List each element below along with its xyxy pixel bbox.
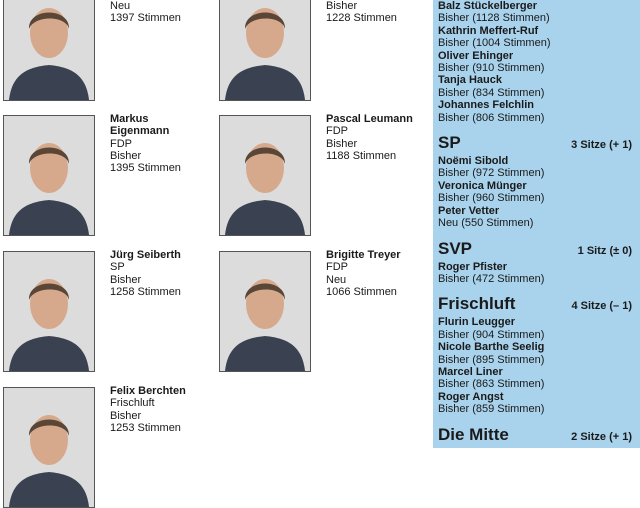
party-header: SP 3 Sitze (+ 1) <box>438 133 632 155</box>
member-name: Roger Angst <box>438 390 504 403</box>
candidate-name: Pascal Leumann <box>326 113 413 125</box>
candidate-info: FDP <box>110 137 132 150</box>
candidate-card: Felix Berchten Frischluft Bisher 1253 Stimm… <box>110 385 215 434</box>
portrait-placeholder <box>220 252 310 371</box>
candidate-photo <box>219 115 311 236</box>
candidate-info: Neu <box>110 0 131 12</box>
candidate-info: Frischluft <box>110 397 155 410</box>
candidate-card: Markus Eigenmann FDP Bisher 1395 Stimmen <box>110 113 215 174</box>
party-seats: 4 Sitze (– 1) <box>571 300 632 313</box>
member-name: Balz Stückelberger <box>438 0 538 12</box>
member-detail: Bisher (1004 Stimmen) <box>438 37 551 50</box>
candidate-name: Markus <box>110 113 149 125</box>
candidate-info: SP <box>110 261 125 274</box>
candidate-card: Brigitte Treyer FDP Neu 1066 Stimmen <box>326 249 431 298</box>
member-name: Peter Vetter <box>438 204 500 217</box>
party-header: SVP 1 Sitz (± 0) <box>438 238 632 261</box>
candidate-info: Bisher <box>326 137 358 150</box>
candidate-info: 1066 Stimmen <box>326 285 397 298</box>
candidate-name: Brigitte Treyer <box>326 249 401 261</box>
member-name: Oliver Ehinger <box>438 49 514 62</box>
candidate-info: 1258 Stimmen <box>110 285 181 298</box>
member-name: Roger Pfister <box>438 260 508 273</box>
member-name: Flurin Leugger <box>438 316 515 329</box>
candidate-name: Felix Berchten <box>110 385 186 397</box>
party-seats: 3 Sitze (+ 1) <box>571 139 632 152</box>
candidate-info: 1228 Stimmen <box>326 12 397 25</box>
candidate-photo <box>219 251 311 372</box>
member-detail: Bisher (1128 Stimmen) <box>438 12 550 25</box>
member-name: Veronica Münger <box>438 179 527 192</box>
candidate-card: Jürg Seiberth SP Bisher 1258 Stimmen <box>110 249 215 298</box>
candidate-card: Pascal Leumann FDP Bisher 1188 Stimmen <box>326 113 431 162</box>
member-detail: Bisher (910 Stimmen) <box>438 62 545 75</box>
member-detail: Bisher (806 Stimmen) <box>438 111 545 124</box>
candidate-photo <box>219 0 311 101</box>
candidate-card: Bisher 1228 Stimmen <box>326 0 431 25</box>
portrait-placeholder <box>4 116 94 235</box>
party-name: Die Mitte <box>438 424 509 444</box>
member-name: Marcel Liner <box>438 365 503 378</box>
member-detail: Bisher (972 Stimmen) <box>438 167 545 180</box>
member-name: Johannes Felchlin <box>438 99 534 112</box>
portrait-placeholder <box>4 252 94 371</box>
candidate-info: Bisher <box>110 149 142 162</box>
party-name: SVP <box>438 238 473 258</box>
member-detail: Bisher (834 Stimmen) <box>438 86 545 99</box>
member-detail: Bisher (863 Stimmen) <box>438 378 545 391</box>
party-name: SP <box>438 133 461 153</box>
portrait-placeholder <box>4 0 94 100</box>
party-name: Frischluft <box>438 294 516 314</box>
party-header: Frischluft 4 Sitze (– 1) <box>438 294 632 316</box>
candidate-name: Eigenmann <box>110 125 170 138</box>
candidate-info: 1397 Stimmen <box>110 12 181 25</box>
results-sidebar: Balz Stückelberger Bisher (1128 Stimmen) K… <box>433 0 640 448</box>
candidate-info: FDP <box>326 261 348 274</box>
candidate-photo <box>3 115 95 236</box>
candidate-info: Bisher <box>326 0 358 12</box>
member-detail: Neu (550 Stimmen) <box>438 217 534 230</box>
member-name: Tanja Hauck <box>438 74 502 87</box>
party-seats: 1 Sitz (± 0) <box>577 244 632 257</box>
member-detail: Bisher (472 Stimmen) <box>438 272 545 285</box>
member-detail: Bisher (960 Stimmen) <box>438 192 545 205</box>
portrait-placeholder <box>220 0 310 100</box>
party-seats: 2 Sitze (+ 1) <box>571 430 632 443</box>
candidate-photo <box>3 251 95 372</box>
candidate-photo <box>3 0 95 101</box>
candidate-info: FDP <box>326 125 348 138</box>
candidate-card: Neu 1397 Stimmen <box>110 0 215 25</box>
page: Balz Stückelberger Bisher (1128 Stimmen) K… <box>3 0 640 508</box>
member-detail: Bisher (859 Stimmen) <box>438 403 545 416</box>
portrait-placeholder <box>220 116 310 235</box>
member-detail: Bisher (904 Stimmen) <box>438 328 545 341</box>
candidate-info: 1253 Stimmen <box>110 421 181 434</box>
member-name: Kathrin Meffert-Ruf <box>438 24 539 37</box>
party-header: Die Mitte 2 Sitze (+ 1) <box>438 424 632 447</box>
candidate-info: Bisher <box>110 409 142 422</box>
member-name: Nicole Barthe Seelig <box>438 341 545 354</box>
candidate-info: 1395 Stimmen <box>110 162 181 175</box>
candidate-name: Jürg Seiberth <box>110 249 181 261</box>
candidate-info: 1188 Stimmen <box>326 149 397 162</box>
member-name: Noëmi Sibold <box>438 155 509 168</box>
candidate-info: Neu <box>326 273 347 286</box>
member-detail: Bisher (895 Stimmen) <box>438 353 545 366</box>
candidate-info: Bisher <box>110 273 142 286</box>
